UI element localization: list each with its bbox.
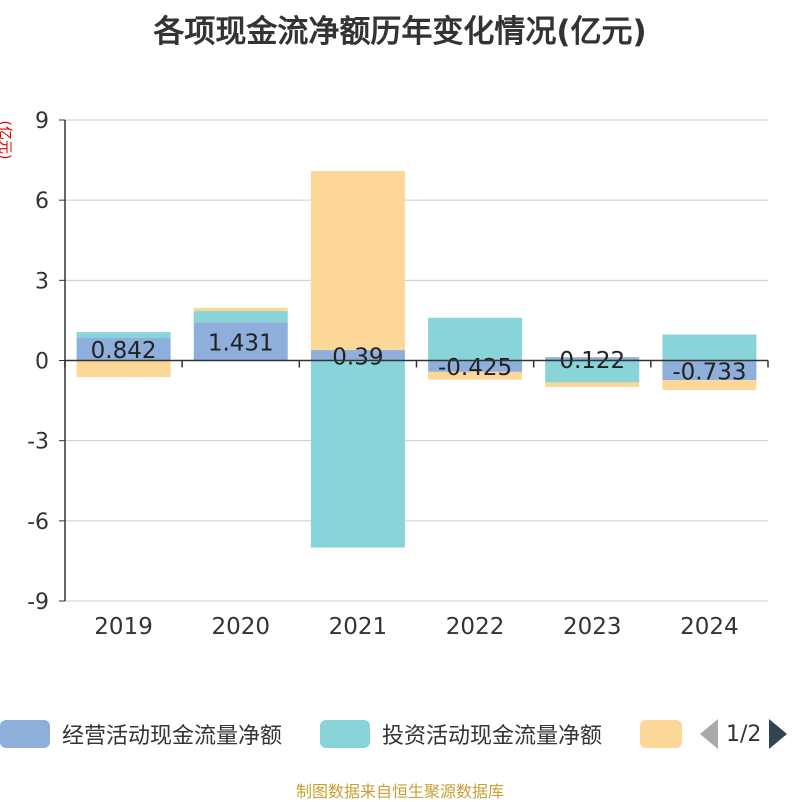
data-source: 制图数据来自恒生聚源数据库 (295, 782, 504, 801)
legend-next-icon[interactable] (769, 719, 788, 749)
bar-2024-series-1 (662, 334, 757, 361)
bar-2024-series-0 (662, 360, 757, 381)
x-tick-label-2023: 2023 (563, 614, 622, 640)
legend-page-indicator: 1/2 (726, 721, 762, 747)
bar-2019-series-2 (76, 360, 171, 378)
legend-swatch-operating (0, 720, 50, 748)
x-tick-label-2024: 2024 (680, 614, 739, 640)
bar-2023-series-2 (545, 382, 640, 387)
legend: 经营活动现金流量净额 投资活动现金流量净额 (0, 712, 800, 756)
bar-2020-series-2 (193, 307, 288, 312)
data-label-2024: -0.733 (672, 359, 746, 385)
legend-swatch-third (640, 720, 682, 748)
bar-2022-series-0 (428, 360, 523, 372)
x-tick-label-2021: 2021 (329, 614, 388, 640)
y-tick-label: -6 (27, 510, 49, 535)
legend-item-operating[interactable]: 经营活动现金流量净额 (0, 712, 282, 756)
bar-2024-series-2 (662, 380, 757, 390)
legend-item-investing[interactable]: 投资活动现金流量净额 (320, 712, 602, 756)
bar-2022-series-2 (428, 371, 523, 380)
bar-2020-series-1 (193, 311, 288, 323)
y-tick-label: 3 (35, 269, 49, 294)
bar-2023-series-0 (545, 357, 640, 361)
bar-2019-series-0 (76, 337, 171, 361)
y-tick-label: -9 (27, 590, 49, 615)
bar-2021-series-1 (310, 360, 405, 548)
x-tick-label-2019: 2019 (94, 614, 153, 640)
legend-label-investing: 投资活动现金流量净额 (382, 724, 603, 749)
data-label-2021: 0.39 (332, 344, 383, 370)
bar-2021-series-2 (310, 171, 405, 351)
y-tick-label: -3 (27, 430, 49, 455)
chart-title: 各项现金流净额历年变化情况(亿元) (153, 14, 647, 50)
x-tick-label-2022: 2022 (446, 614, 505, 640)
bar-2023-series-1 (545, 360, 640, 383)
data-label-2022: -0.425 (438, 355, 512, 381)
bar-2019-series-1 (76, 332, 171, 338)
data-label-2020: 1.431 (208, 330, 274, 356)
legend-label-operating: 经营活动现金流量净额 (62, 724, 283, 749)
x-tick-label-2020: 2020 (211, 614, 270, 640)
legend-item-third[interactable] (640, 712, 682, 756)
y-tick-label: 0 (35, 350, 49, 375)
y-tick-label: 9 (35, 109, 49, 134)
bar-2021-series-0 (310, 350, 405, 361)
bar-2022-series-1 (428, 317, 523, 361)
legend-pager: 1/2 (700, 712, 788, 756)
bar-2020-series-0 (193, 322, 288, 361)
legend-swatch-investing (320, 720, 370, 748)
legend-prev-icon[interactable] (700, 719, 718, 749)
y-tick-label: 6 (35, 189, 49, 214)
